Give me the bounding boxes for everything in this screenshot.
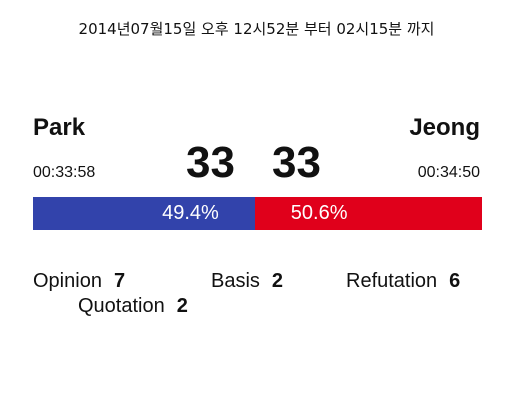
stat-basis: Basis 2 <box>211 270 283 293</box>
stat-quotation-value: 2 <box>176 295 188 317</box>
stat-quotation-label: Quotation <box>78 295 165 317</box>
player-left-name: Park <box>33 114 86 141</box>
stat-refutation-label: Refutation <box>346 270 438 292</box>
share-bar: 49.4% 50.6% <box>33 197 482 230</box>
stat-opinion-value: 7 <box>113 270 126 292</box>
player-left-time: 00:33:58 <box>33 164 96 181</box>
date-range-header: 2014년07월15일 오후 12시52분 부터 02시15분 까지 <box>78 20 435 38</box>
stat-refutation-value: 6 <box>449 270 461 292</box>
stat-opinion-label: Opinion <box>33 270 102 292</box>
share-bar-left-label: 49.4% <box>162 202 219 224</box>
player-right-name: Jeong <box>409 114 480 141</box>
player-left-score: 33 <box>186 138 235 187</box>
share-bar-right: 50.6% <box>254 197 482 230</box>
player-right-time: 00:34:50 <box>417 164 480 181</box>
stat-basis-value: 2 <box>271 270 284 292</box>
player-right-score: 33 <box>272 138 321 187</box>
stat-basis-label: Basis <box>211 270 260 292</box>
share-bar-right-label: 50.6% <box>290 202 348 224</box>
stat-refutation: Refutation 6 <box>346 270 460 293</box>
stat-quotation: Quotation 2 <box>78 295 188 318</box>
stat-opinion: Opinion 7 <box>33 270 125 293</box>
share-bar-left: 49.4% <box>33 197 255 230</box>
